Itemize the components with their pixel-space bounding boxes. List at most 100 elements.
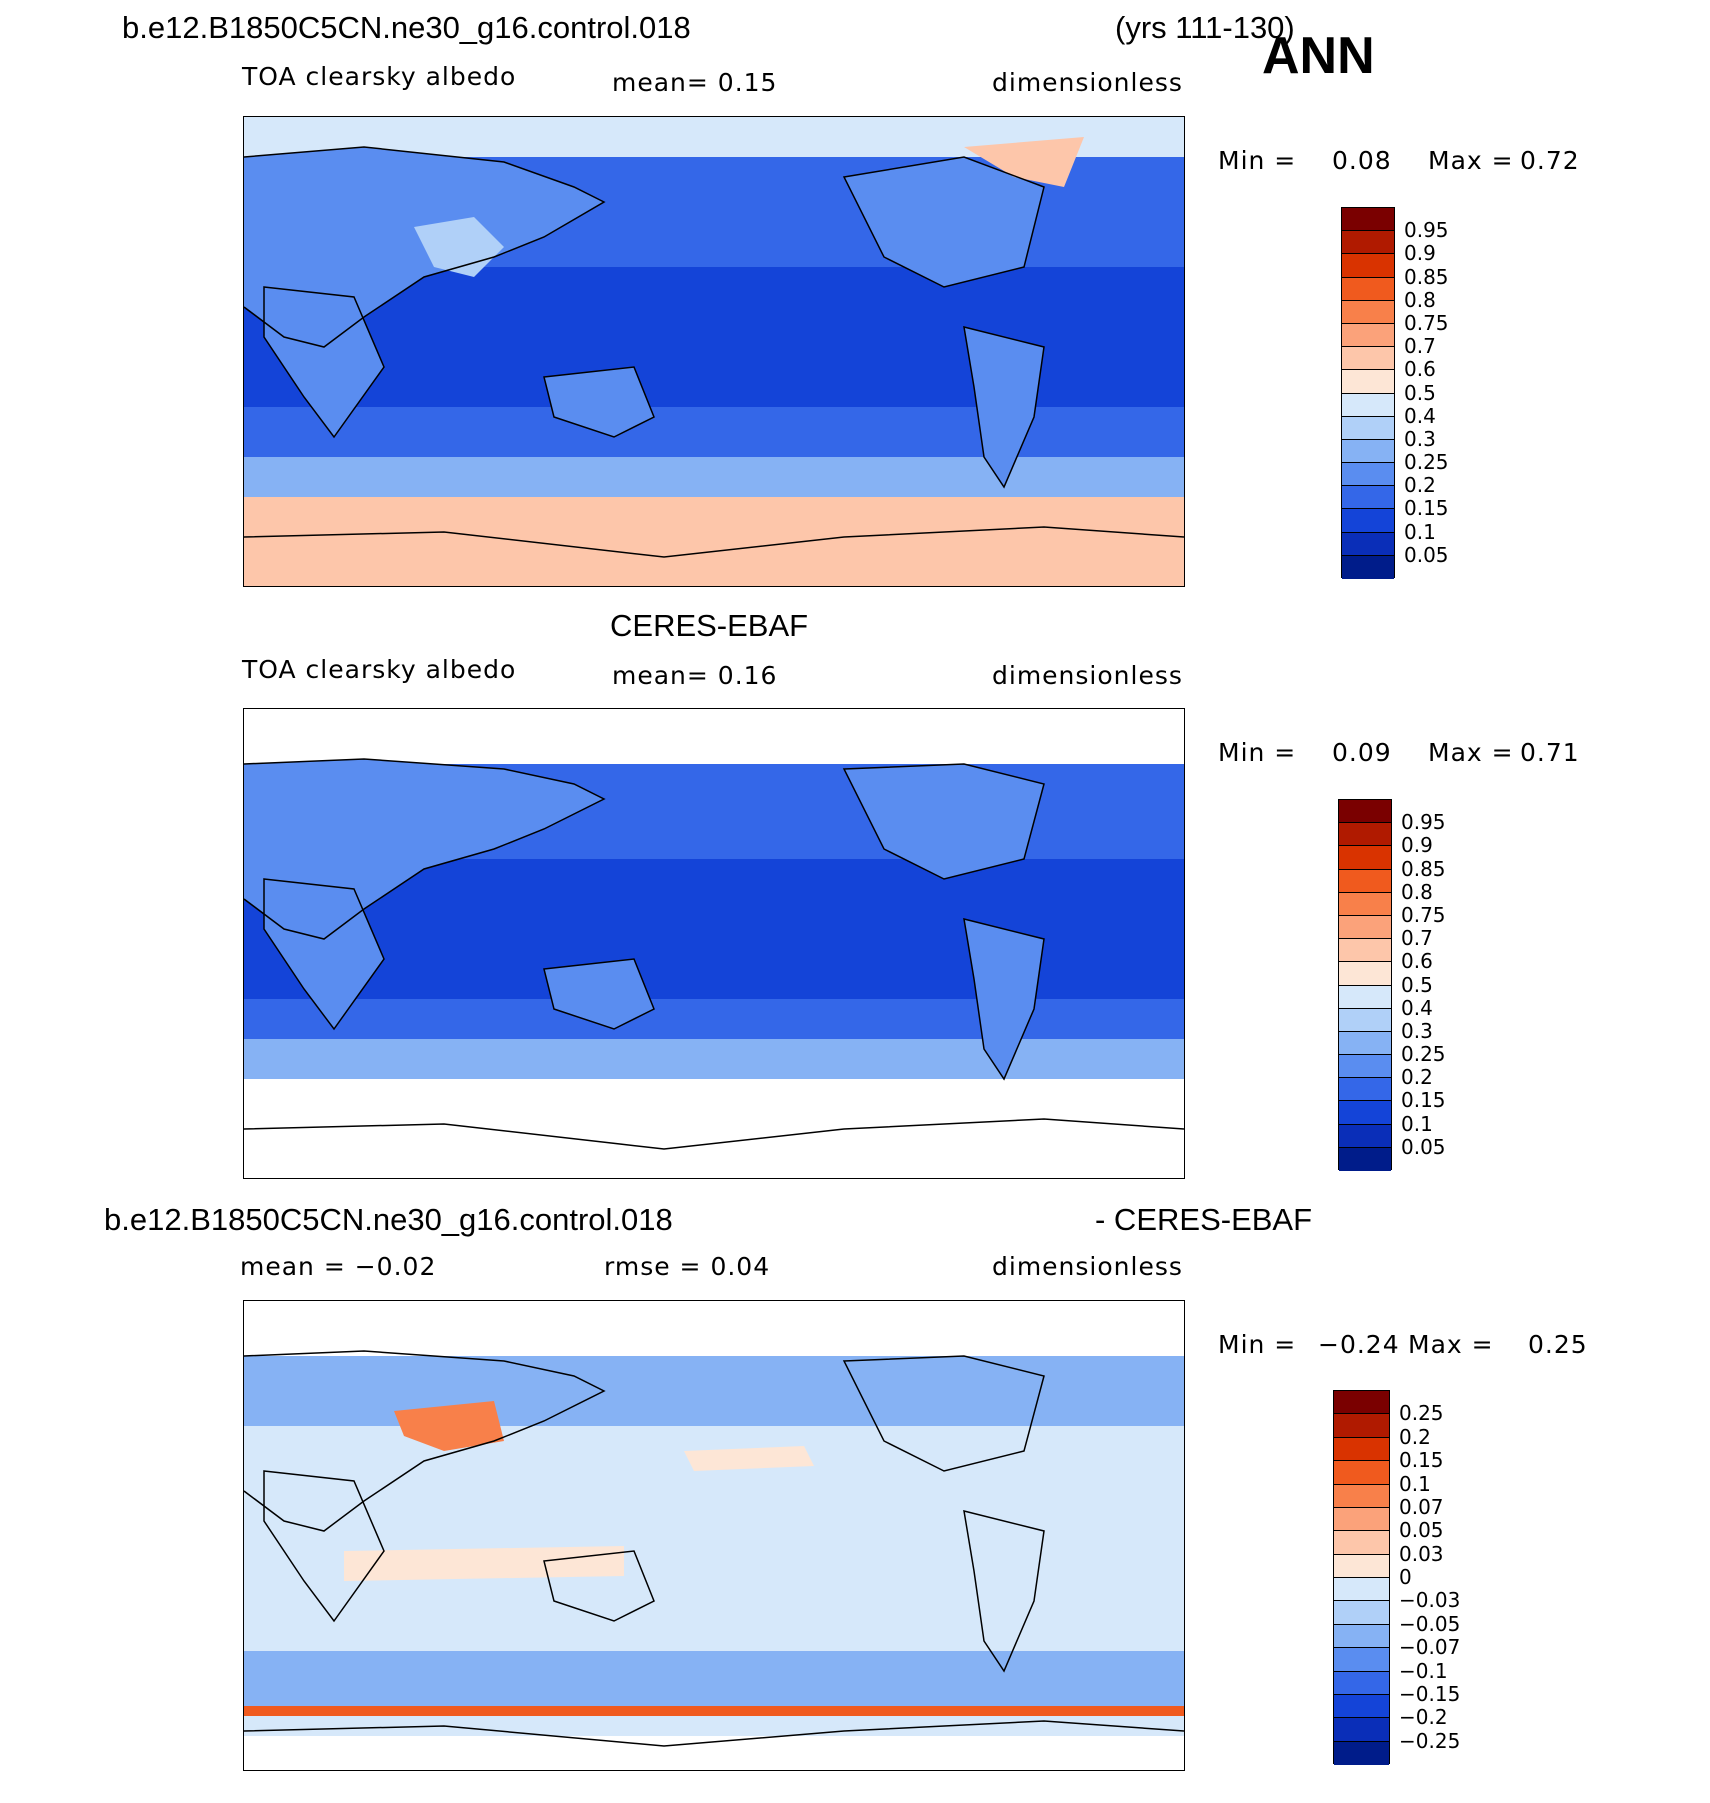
- colorbar-tick-label: 0.4: [1404, 403, 1436, 428]
- panel2-units: dimensionless: [992, 661, 1183, 690]
- colorbar-swatch: [1339, 1055, 1391, 1079]
- colorbar-swatch: [1342, 254, 1394, 278]
- colorbar-swatch: [1334, 1461, 1389, 1485]
- colorbar-tick-label: 0.7: [1401, 926, 1433, 951]
- southern-band: [244, 1039, 1184, 1079]
- panel2-max-label: Max =: [1428, 738, 1514, 767]
- colorbar-swatch: [1334, 1414, 1389, 1438]
- colorbar-swatch: [1339, 939, 1391, 963]
- colorbar-swatch: [1342, 509, 1394, 533]
- colorbar-swatch: [1342, 370, 1394, 394]
- colorbar-tick-label: 0.2: [1401, 1065, 1433, 1090]
- colorbar-swatch: [1342, 416, 1394, 440]
- colorbar-swatch: [1342, 463, 1394, 487]
- colorbar-swatch: [1339, 1078, 1391, 1102]
- colorbar-tick-label: −0.25: [1399, 1728, 1461, 1753]
- panel3-max-label: Max =: [1408, 1330, 1494, 1359]
- north-america-coastline: [842, 1355, 1045, 1472]
- panel2-mean: mean= 0.16: [612, 661, 778, 690]
- colorbar-tick-label: 0.05: [1399, 1518, 1444, 1543]
- colorbar-tick-label: 0.25: [1404, 450, 1449, 475]
- colorbar-tick-label: 0.15: [1399, 1448, 1444, 1473]
- colorbar-tick-label: 0.2: [1404, 473, 1436, 498]
- australia-coastline: [543, 1550, 655, 1622]
- case-title: b.e12.B1850C5CN.ne30_g16.control.018: [122, 10, 691, 45]
- colorbar-tick-label: 0.1: [1399, 1471, 1431, 1496]
- colorbar-tick-label: 0.9: [1401, 833, 1433, 858]
- panel3-min-label: Min =: [1218, 1330, 1297, 1359]
- panel3-units: dimensionless: [992, 1252, 1183, 1281]
- south-america-land: [964, 327, 1044, 487]
- panel2-max-value: 0.71: [1520, 738, 1580, 767]
- panel3-min-value: −0.24: [1318, 1330, 1400, 1359]
- colorbar-tick-label: −0.15: [1399, 1681, 1461, 1706]
- colorbar-tick-label: 0.07: [1399, 1494, 1444, 1519]
- colorbar-tick-label: 0.03: [1399, 1541, 1444, 1566]
- colorbar-tick-label: 0.15: [1404, 496, 1449, 521]
- south-america-land: [964, 919, 1044, 1079]
- colorbar-tick-label: 0.25: [1401, 1042, 1446, 1067]
- colorbar-tick-label: 0.05: [1401, 1134, 1446, 1159]
- colorbar-swatch: [1334, 1554, 1389, 1578]
- panel2-min-label: Min =: [1218, 738, 1297, 767]
- colorbar-tick-label: −0.1: [1399, 1658, 1448, 1683]
- antarctica-coastline: [244, 1118, 1184, 1150]
- colorbar-swatch: [1339, 800, 1391, 824]
- colorbar-tick-label: 0.6: [1404, 357, 1436, 382]
- panel2-colorbar-labels: 0.95 0.9 0.85 0.8 0.75 0.7 0.6 0.5 0.4 0.3 0.25 0.2…: [1401, 799, 1481, 1168]
- southern-indian-positive-band: [344, 1546, 624, 1581]
- africa-coastline: [263, 878, 385, 1031]
- panel1-variable: TOA clearsky albedo: [242, 62, 517, 91]
- panel3-map: [243, 1300, 1185, 1771]
- colorbar-tick-label: 0.25: [1399, 1401, 1444, 1426]
- colorbar-tick-label: 0.5: [1401, 972, 1433, 997]
- antarctic-field: [244, 497, 1184, 586]
- pacific-positive-patch: [684, 1446, 814, 1471]
- colorbar-swatch: [1342, 555, 1394, 579]
- colorbar-tick-label: 0.75: [1401, 902, 1446, 927]
- eurasia-coastline: [244, 1350, 606, 1532]
- colorbar-tick-label: 0.1: [1401, 1111, 1433, 1136]
- panel1-colorbar-labels: 0.95 0.9 0.85 0.8 0.75 0.7 0.6 0.5 0.4 0.3 0.25 0.2…: [1404, 207, 1484, 576]
- panel3-colorbar: [1333, 1390, 1390, 1765]
- colorbar-swatch: [1334, 1507, 1389, 1532]
- colorbar-tick-label: −0.03: [1399, 1588, 1461, 1613]
- northern-negative-band: [244, 1356, 1184, 1426]
- panel3-max-value: 0.25: [1528, 1330, 1588, 1359]
- colorbar-tick-label: 0.95: [1404, 218, 1449, 243]
- panel1-colorbar: [1341, 207, 1395, 579]
- colorbar-swatch: [1342, 393, 1394, 417]
- australia-land: [544, 959, 654, 1029]
- panel1-mean: mean= 0.15: [612, 68, 778, 97]
- colorbar-tick-label: 0.85: [1401, 856, 1446, 881]
- colorbar-swatch: [1339, 1031, 1391, 1056]
- colorbar-swatch: [1342, 347, 1394, 371]
- colorbar-tick-label: 0.05: [1404, 542, 1449, 567]
- panel3-colorbar-labels: 0.25 0.2 0.15 0.1 0.07 0.05 0.03 0 −0.03 −0.05 −0.…: [1399, 1390, 1489, 1762]
- colorbar-swatch: [1334, 1694, 1389, 1719]
- colorbar-tick-label: 0.1: [1404, 519, 1436, 544]
- colorbar-swatch: [1342, 486, 1394, 510]
- panel1-min-label: Min =: [1218, 146, 1297, 175]
- colorbar-tick-label: 0.7: [1404, 334, 1436, 359]
- colorbar-tick-label: −0.2: [1399, 1705, 1448, 1730]
- north-america-coastline: [842, 763, 1045, 880]
- panel3-title-right: - CERES-EBAF: [1095, 1202, 1313, 1237]
- colorbar-swatch: [1339, 846, 1391, 870]
- years-label: (yrs 111-130): [1115, 10, 1295, 45]
- panel1-max-label: Max =: [1428, 146, 1514, 175]
- panel1-max-value: 0.72: [1520, 146, 1580, 175]
- colorbar-swatch: [1334, 1671, 1389, 1695]
- colorbar-swatch: [1334, 1624, 1389, 1649]
- colorbar-tick-label: 0.75: [1404, 310, 1449, 335]
- south-america-coastline: [963, 917, 1045, 1081]
- colorbar-swatch: [1334, 1484, 1389, 1508]
- colorbar-swatch: [1339, 1124, 1391, 1148]
- north-america-land: [844, 764, 1044, 879]
- tibet-positive-anomaly: [394, 1401, 504, 1451]
- colorbar-tick-label: 0: [1399, 1565, 1412, 1589]
- colorbar-swatch: [1334, 1578, 1389, 1602]
- eurasia-coastline: [244, 146, 606, 348]
- season-label: ANN: [1262, 27, 1375, 85]
- colorbar-tick-label: 0.15: [1401, 1088, 1446, 1113]
